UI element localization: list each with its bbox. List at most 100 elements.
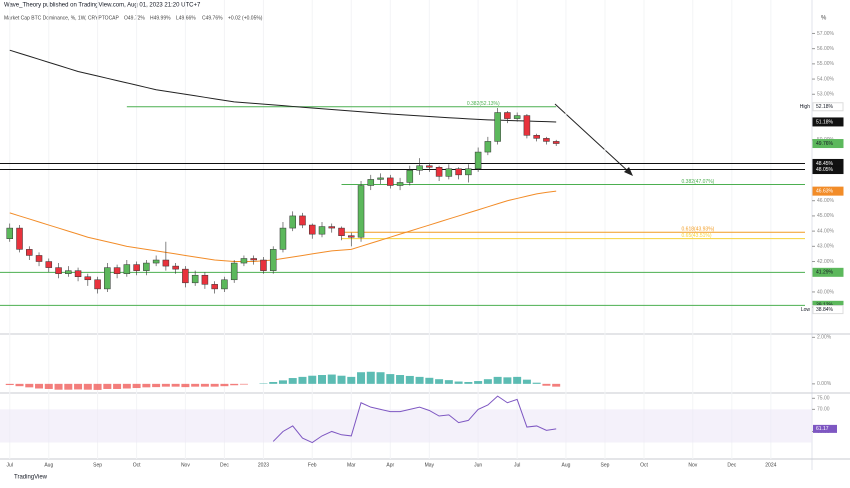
candle-body (309, 225, 315, 234)
histogram-bar (298, 377, 306, 384)
x-tick-label: Jul (7, 462, 13, 468)
candle-body (56, 268, 62, 274)
x-tick-label: Nov (688, 462, 697, 468)
publisher: Wave_Theory published on TradingView.com… (4, 3, 201, 9)
candle-body (124, 265, 130, 274)
low: L49.66% (176, 15, 196, 21)
histogram-bar (230, 384, 238, 385)
candle-body (465, 169, 471, 175)
histogram-bar (377, 372, 385, 384)
y-tick-label: 53.00% (817, 92, 835, 98)
candle-body (260, 260, 266, 271)
histogram-bar (445, 380, 453, 384)
price-badge-label: 46.63% (816, 188, 834, 194)
histogram-bar (269, 382, 277, 384)
candle-body (134, 265, 140, 271)
candle-body (368, 179, 374, 185)
candle-body (417, 166, 423, 171)
x-tick-label: Nov (181, 462, 190, 468)
histogram-bar (162, 384, 170, 387)
histogram-bar (123, 384, 131, 389)
candle-body (231, 263, 237, 280)
x-tick-label: 2024 (765, 462, 776, 468)
histogram-bar (289, 378, 297, 384)
price-badge-label: 51.18% (816, 119, 834, 125)
candle-body (329, 227, 335, 229)
candle-body (348, 236, 354, 238)
y-tick-label: 2.00% (817, 335, 832, 341)
candle-body (524, 116, 530, 136)
price-badge-label: 41.29% (816, 270, 834, 276)
y-tick-label: 57.00% (817, 31, 835, 37)
x-tick-label: Oct (133, 462, 141, 468)
histogram-bar (396, 375, 404, 384)
candle-body (221, 280, 227, 289)
candle-body (46, 262, 52, 268)
change: +0.02 (+0.05%) (228, 15, 263, 21)
histogram-bar (386, 374, 394, 384)
histogram-bar (64, 384, 72, 390)
candle-body (387, 178, 393, 186)
x-tick-label: Aug (44, 462, 53, 468)
histogram-bar (94, 384, 102, 390)
histogram-bar (533, 383, 541, 384)
candle-body (407, 170, 413, 182)
footer: TradingView (14, 475, 48, 481)
histogram-bar (152, 384, 160, 387)
unit: % (821, 16, 827, 22)
histogram-bar (308, 376, 316, 384)
candle-body (85, 277, 91, 280)
histogram-bar (338, 376, 346, 384)
histogram-bar (113, 384, 121, 389)
candle-body (212, 284, 218, 289)
candle-body (163, 260, 169, 266)
x-tick-label: Mar (347, 462, 356, 468)
histogram-bar (279, 380, 287, 383)
candle-body (495, 113, 501, 142)
y-tick-label: 40.00% (817, 289, 835, 295)
histogram-bar (455, 382, 463, 384)
candle-body (475, 152, 481, 169)
y-tick-label: 54.00% (817, 76, 835, 82)
candle-body (358, 186, 364, 238)
level-label: 0.382(52.13%) (467, 101, 500, 107)
histogram-bar (474, 381, 482, 384)
candle-body (143, 263, 149, 271)
candle-body (65, 271, 71, 274)
candle-body (7, 228, 13, 239)
candle-body (504, 113, 510, 119)
histogram-bar (133, 384, 141, 388)
histogram-bar (45, 384, 53, 389)
histogram-bar (513, 377, 521, 384)
price-badge-label: 48.05% (816, 167, 834, 173)
histogram-bar (74, 384, 82, 390)
x-tick-label: Aug (561, 462, 570, 468)
candle-body (299, 216, 305, 225)
candle-body (173, 266, 179, 269)
candle-body (75, 271, 81, 277)
y-tick-label: 75.00 (817, 396, 830, 402)
candle-body (280, 228, 286, 249)
x-tick-label: Dec (727, 462, 736, 468)
x-tick-label: 2023 (258, 462, 269, 468)
x-tick-label: Dec (220, 462, 229, 468)
candle-body (95, 280, 101, 289)
histogram-bar (191, 384, 199, 387)
candle-body (456, 169, 462, 175)
y-tick-label: 45.00% (817, 213, 835, 219)
candle-body (426, 166, 432, 168)
candle-body (153, 260, 159, 263)
level-label: 0.618(43.93%) (682, 227, 715, 233)
candle-body (446, 169, 452, 177)
histogram-bar (103, 384, 111, 389)
price-badge-label: 38.84% (816, 307, 834, 313)
candle-body (251, 258, 257, 260)
histogram-bar (220, 384, 228, 386)
symbol: Market Cap BTC Dominance, %, 1W, CRYPTOC… (4, 15, 120, 21)
candle-body (543, 138, 549, 141)
y-tick-label: 55.00% (817, 61, 835, 67)
candle-body (26, 249, 32, 255)
close: C49.76% (202, 15, 223, 21)
histogram-bar (435, 379, 443, 384)
